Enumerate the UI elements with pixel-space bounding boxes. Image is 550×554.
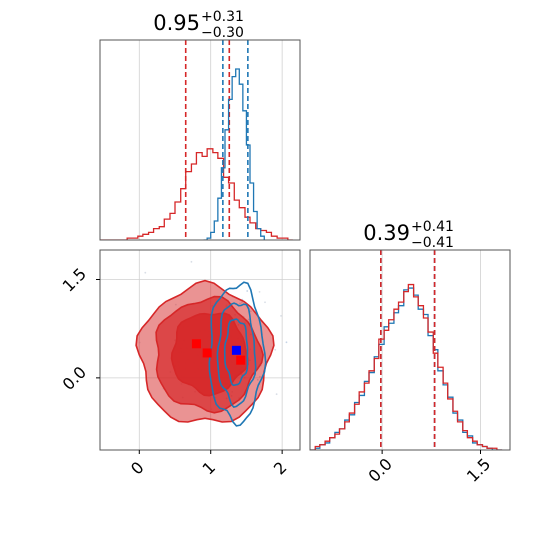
- joint-sample-point: [190, 260, 193, 263]
- param2-ytick-label-1: 1.5: [59, 264, 90, 295]
- param2-title-minus: −0.41: [411, 235, 454, 251]
- joint-sample-point: [264, 301, 266, 304]
- joint-marker-3: [231, 345, 241, 355]
- param2-title-value: 0.39: [363, 221, 410, 245]
- param1-top-series: [100, 40, 293, 240]
- panel-titles: 0.95 +0.31 −0.30 0.39 +0.41 −0.41: [153, 9, 454, 251]
- joint-frame: [99, 249, 301, 451]
- param1-xtick-label-2: 2: [270, 458, 291, 479]
- param2-histogram-panel: 0.0 1.5: [309, 249, 511, 486]
- joint-marker-0: [191, 339, 201, 349]
- param2-ytick-label-0: 0.0: [59, 363, 90, 394]
- joint-contour-panel: 0 1 2 0.0 1.5: [59, 249, 301, 479]
- joint-sample-point: [258, 290, 261, 293]
- param1-title-plus: +0.31: [201, 9, 244, 25]
- param2-right-series: [310, 250, 503, 450]
- param2-right-frame: [309, 249, 511, 451]
- param1-histogram-panel: [99, 39, 301, 241]
- param1-histogram-blue: [203, 68, 265, 240]
- param1-title-value: 0.95: [153, 11, 200, 35]
- joint-sample-point: [274, 348, 277, 351]
- param1-xtick-label-1: 1: [199, 458, 220, 479]
- joint-sample-point: [144, 271, 147, 274]
- joint-sample-point: [275, 393, 278, 396]
- param1-xtick-label-0: 0: [127, 458, 148, 479]
- joint-contour-blue-1: [216, 302, 257, 409]
- param2-xtick-label-0: 0.0: [365, 454, 396, 485]
- param2-title-plus: +0.41: [411, 219, 454, 235]
- param1-histogram-red: [100, 148, 293, 240]
- param1-title-minus: −0.30: [201, 25, 244, 41]
- joint-series: [135, 260, 288, 427]
- joint-sample-point: [280, 314, 282, 317]
- param2-histogram-blue: [310, 287, 503, 450]
- param2-xtick-label-1: 1.5: [463, 454, 494, 485]
- param2-histogram-red: [310, 283, 503, 450]
- param1-top-frame: [99, 39, 301, 241]
- joint-sample-point: [285, 341, 288, 344]
- joint-contour-blue-2: [223, 318, 249, 387]
- joint-marker-1: [202, 348, 212, 358]
- joint-marker-2: [236, 355, 246, 365]
- joint-sample-point: [246, 290, 249, 292]
